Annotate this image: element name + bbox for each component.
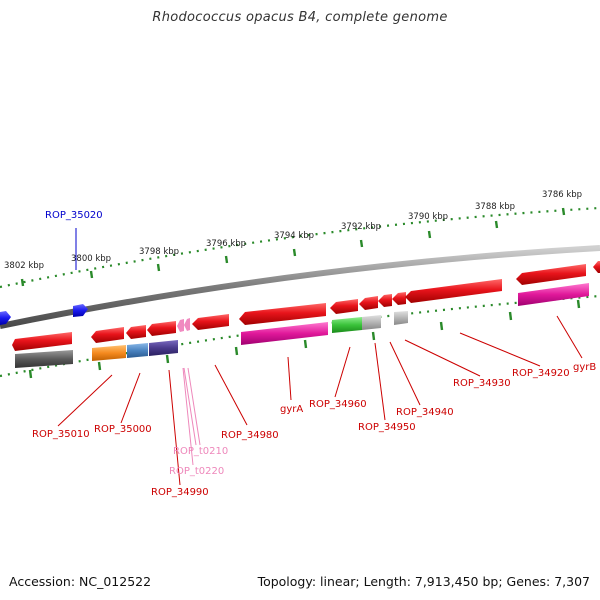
gene-ROP_34960-region[interactable] bbox=[332, 317, 362, 333]
outer-major-ticks bbox=[20, 207, 566, 287]
gene-ROP_34940-cds[interactable] bbox=[378, 294, 392, 307]
gene-ROP_35020[interactable] bbox=[73, 304, 88, 317]
label-ROP_35010[interactable]: ROP_35010 bbox=[32, 429, 90, 440]
gene-ROP_34990a[interactable] bbox=[126, 325, 146, 339]
tick-label-3788: 3788 kbp bbox=[475, 202, 515, 212]
gene-ROP_35010[interactable] bbox=[12, 332, 72, 351]
gene-ROP_34990b[interactable] bbox=[147, 321, 176, 336]
tick-label-3800: 3800 kbp bbox=[71, 254, 111, 264]
gene-ROP_35000-region[interactable] bbox=[92, 345, 126, 361]
label-ROP_34990[interactable]: ROP_34990 bbox=[151, 487, 209, 498]
gene-ROP_34950-region[interactable] bbox=[362, 315, 381, 330]
tick-label-3786: 3786 kbp bbox=[542, 190, 582, 200]
gene-ROP_34990-region-a[interactable] bbox=[127, 343, 148, 358]
page-title: Rhodococcus opacus B4, complete genome bbox=[152, 10, 448, 25]
gene-gyrB-cds[interactable] bbox=[593, 261, 600, 273]
reverse-features-row2 bbox=[15, 283, 589, 368]
gene-ROP_35000[interactable] bbox=[91, 327, 124, 343]
label-ROP_34920[interactable]: ROP_34920 bbox=[512, 368, 570, 379]
tick-label-3792: 3792 kbp bbox=[341, 222, 381, 232]
gene-ROP_34980[interactable] bbox=[192, 314, 229, 330]
tick-label-3794: 3794 kbp bbox=[274, 231, 314, 241]
tick-label-3790: 3790 kbp bbox=[408, 212, 448, 222]
gene-ROP_35010-region[interactable] bbox=[15, 350, 73, 368]
gene-labels: ROP_35020 ROP_35010 ROP_35000 ROP_t0210 … bbox=[32, 210, 596, 498]
topology-summary: Topology: linear; Length: 7,913,450 bp; … bbox=[257, 574, 590, 589]
gene-ROP_34990-region-b[interactable] bbox=[149, 340, 178, 356]
scale-labels: 3802 kbp 3800 kbp 3798 kbp 3796 kbp 3794… bbox=[4, 190, 582, 271]
gene-ROP_t0210[interactable] bbox=[177, 319, 184, 332]
inner-major-ticks bbox=[28, 299, 581, 379]
accession-text: Accession: NC_012522 bbox=[9, 574, 152, 589]
label-ROP_34960[interactable]: ROP_34960 bbox=[309, 399, 367, 410]
gene-ROP_34920-region[interactable] bbox=[518, 283, 589, 306]
gene-ROP_34920[interactable] bbox=[516, 264, 586, 285]
reverse-features-row1 bbox=[12, 261, 600, 351]
label-ROP_34930[interactable]: ROP_34930 bbox=[453, 378, 511, 389]
tick-label-3802: 3802 kbp bbox=[4, 261, 44, 271]
label-gyrB[interactable]: gyrB bbox=[573, 362, 596, 373]
label-ROP_35020[interactable]: ROP_35020 bbox=[45, 210, 103, 221]
tick-label-3796: 3796 kbp bbox=[206, 239, 246, 249]
label-ROP_34980[interactable]: ROP_34980 bbox=[221, 430, 279, 441]
label-ROP_t0210[interactable]: ROP_t0210 bbox=[173, 446, 228, 457]
label-ROP_34950[interactable]: ROP_34950 bbox=[358, 422, 416, 433]
gene-ROP_34930b[interactable] bbox=[405, 279, 502, 303]
gene-gyrA-region[interactable] bbox=[241, 322, 328, 345]
gene-ROP_34950-cds[interactable] bbox=[359, 296, 378, 310]
outer-tick-track bbox=[0, 206, 600, 289]
label-ROP_34940[interactable]: ROP_34940 bbox=[396, 407, 454, 418]
label-gyrA[interactable]: gyrA bbox=[280, 404, 303, 415]
gene-gyrA-cds[interactable] bbox=[239, 303, 326, 325]
gene-ROP_t0220[interactable] bbox=[184, 318, 190, 331]
leader-lines bbox=[57, 228, 583, 486]
gene-ROP_34940-region[interactable] bbox=[394, 311, 408, 325]
gene-ROP_34960-cds[interactable] bbox=[330, 299, 358, 314]
label-ROP_t0220[interactable]: ROP_t0220 bbox=[169, 466, 224, 477]
tick-label-3798: 3798 kbp bbox=[139, 247, 179, 257]
label-ROP_35000[interactable]: ROP_35000 bbox=[94, 424, 152, 435]
gene-left-blue-edge[interactable] bbox=[0, 311, 11, 325]
forward-features bbox=[0, 304, 88, 325]
gene-ROP_34930a[interactable] bbox=[392, 292, 406, 305]
